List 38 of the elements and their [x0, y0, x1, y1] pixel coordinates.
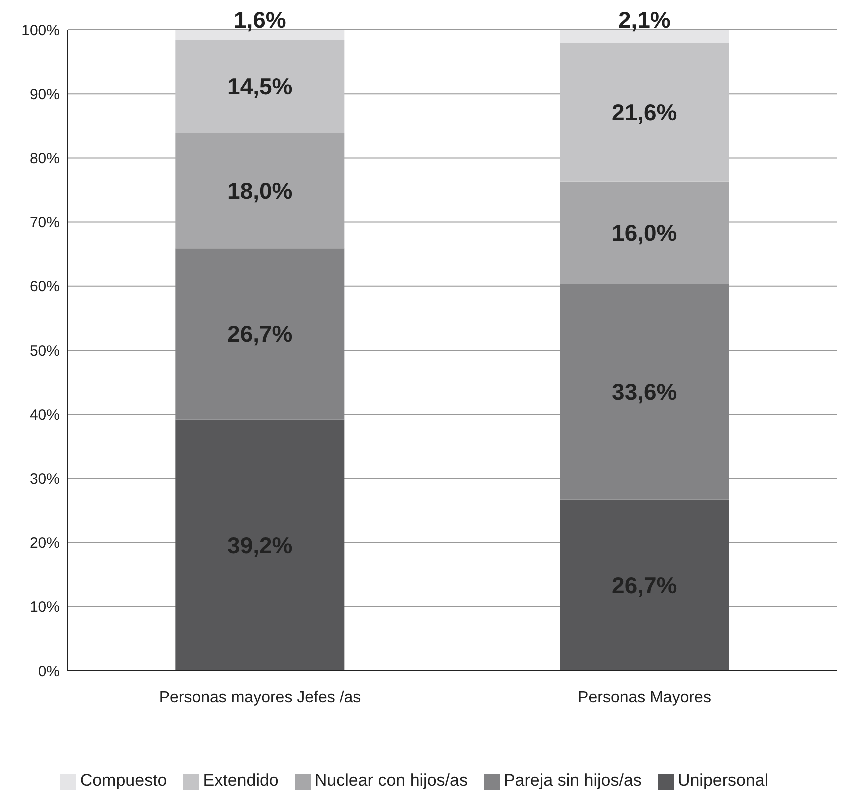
- data-label: 21,6%: [612, 100, 678, 126]
- y-tick-label: 70%: [30, 214, 60, 232]
- y-tick-label: 50%: [30, 342, 60, 360]
- y-tick-label: 20%: [30, 535, 60, 552]
- bar: [176, 133, 345, 249]
- data-label: 33,6%: [612, 379, 678, 406]
- x-tick-label: Personas Mayores: [578, 689, 712, 706]
- bar: [176, 248, 345, 420]
- y-tick-label: 10%: [30, 599, 60, 616]
- bar: [560, 500, 730, 671]
- bar: [560, 182, 730, 284]
- bar: [560, 30, 730, 44]
- legend-label: Nuclear con hijos/as: [314, 771, 468, 790]
- bar: [560, 284, 730, 500]
- data-label: 26,7%: [612, 572, 678, 598]
- y-tick-label: 0%: [38, 663, 60, 680]
- legend-label: Pareja sin hijos/as: [504, 771, 642, 790]
- x-tick-label: Personas mayores Jefes /as: [159, 689, 362, 706]
- data-label: 2,1%: [618, 7, 671, 33]
- legend-label: Compuesto: [80, 771, 168, 790]
- y-tick-label: 80%: [30, 150, 60, 168]
- legend-label: Extendido: [203, 771, 279, 790]
- y-tick-label: 90%: [30, 86, 60, 104]
- data-label: 39,2%: [228, 532, 293, 558]
- y-tick-label: 30%: [30, 471, 60, 488]
- data-label: 1,6%: [234, 7, 286, 33]
- bar: [560, 43, 730, 182]
- data-label: 18,0%: [228, 178, 293, 204]
- data-label: 14,5%: [228, 74, 293, 100]
- y-tick-label: 40%: [30, 406, 60, 424]
- y-tick-label: 100%: [22, 22, 60, 40]
- data-label: 26,7%: [228, 321, 293, 348]
- data-label: 16,0%: [612, 220, 678, 246]
- bar: [176, 40, 345, 134]
- legend-label: Unipersonal: [678, 771, 769, 790]
- y-tick-label: 60%: [30, 278, 60, 296]
- bar: [176, 30, 345, 40]
- bar: [176, 420, 345, 671]
